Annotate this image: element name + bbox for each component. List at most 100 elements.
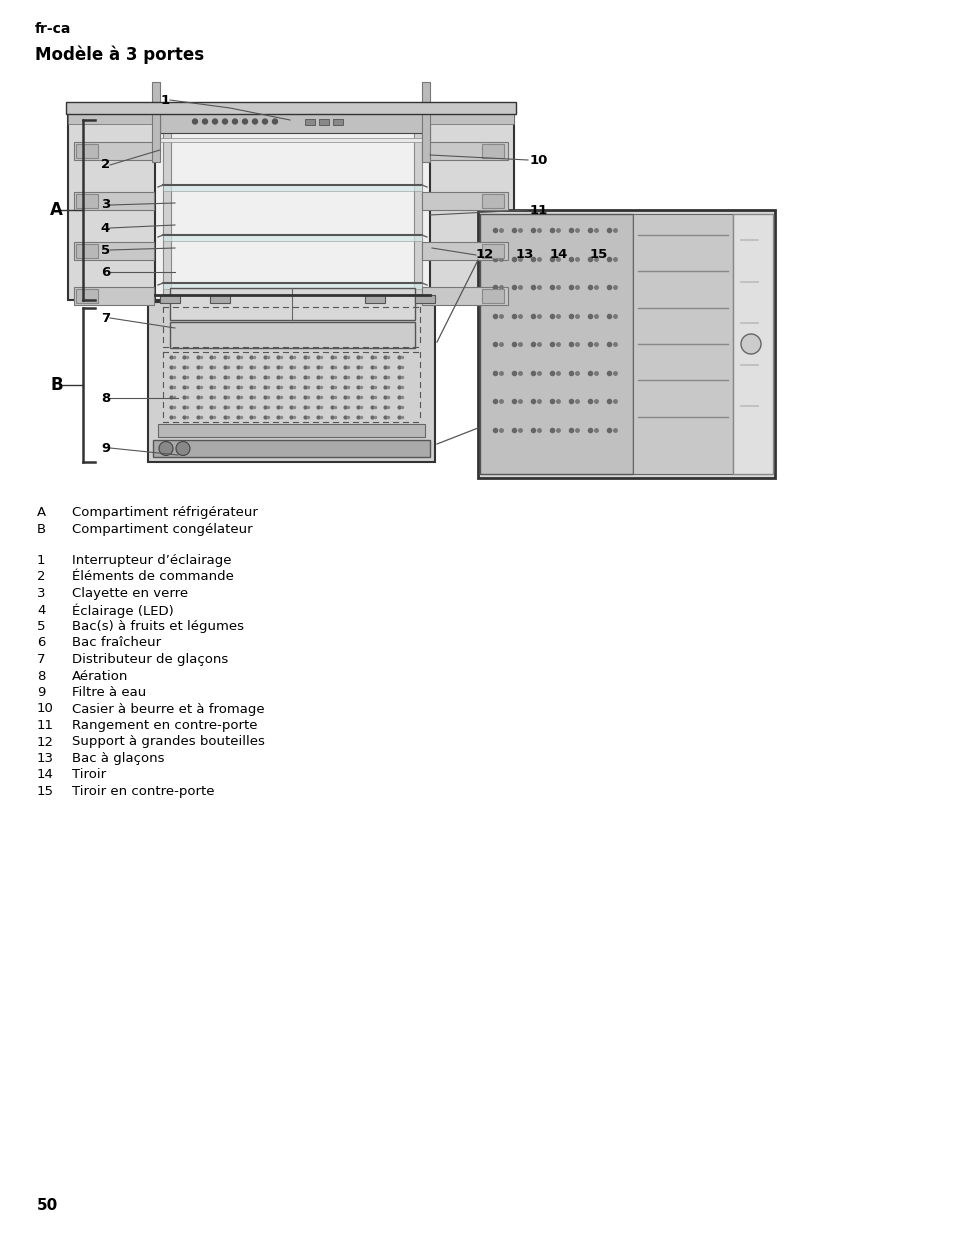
Bar	[74, 287, 153, 305]
Bar	[148, 303, 435, 462]
Text: 12: 12	[37, 736, 54, 748]
Text: 9: 9	[37, 685, 46, 699]
Bar	[481, 245, 503, 258]
Text: Tiroir en contre-porte: Tiroir en contre-porte	[71, 785, 214, 798]
Bar	[152, 440, 430, 457]
Text: B: B	[37, 522, 46, 536]
Bar	[154, 105, 430, 300]
Circle shape	[159, 441, 172, 456]
Text: 7: 7	[101, 311, 110, 325]
Text: 2: 2	[37, 571, 46, 583]
Circle shape	[222, 119, 227, 124]
Bar	[163, 235, 421, 241]
Text: Clayette en verre: Clayette en verre	[71, 587, 188, 600]
Circle shape	[740, 333, 760, 354]
Text: 6: 6	[101, 266, 110, 279]
Text: 6: 6	[37, 636, 46, 650]
Bar	[633, 214, 732, 474]
Bar	[74, 191, 153, 210]
Bar	[210, 295, 230, 303]
Bar	[160, 138, 424, 142]
Bar	[74, 242, 153, 261]
Bar	[481, 194, 503, 207]
Text: 14: 14	[37, 768, 53, 782]
Circle shape	[202, 119, 208, 124]
Circle shape	[253, 119, 257, 124]
Text: 11: 11	[530, 204, 548, 216]
Bar	[333, 119, 343, 125]
Bar	[419, 112, 514, 300]
Text: 10: 10	[530, 153, 548, 167]
Text: Distributeur de glaçons: Distributeur de glaçons	[71, 653, 228, 666]
Bar	[477, 210, 774, 478]
Text: 13: 13	[516, 248, 534, 262]
Bar	[481, 144, 503, 158]
Text: Support à grandes bouteilles: Support à grandes bouteilles	[71, 736, 265, 748]
Bar	[158, 424, 424, 437]
Bar	[421, 82, 430, 162]
Text: Interrupteur d’éclairage: Interrupteur d’éclairage	[71, 555, 232, 567]
Bar	[170, 288, 415, 320]
Bar	[421, 242, 507, 261]
Text: Aération: Aération	[71, 669, 129, 683]
Bar	[68, 112, 162, 300]
Circle shape	[175, 441, 190, 456]
Bar	[479, 214, 633, 474]
Circle shape	[193, 119, 197, 124]
Text: 15: 15	[589, 248, 608, 262]
Text: Tiroir: Tiroir	[71, 768, 106, 782]
Text: Rangement en contre-porte: Rangement en contre-porte	[71, 719, 257, 732]
Text: 11: 11	[37, 719, 54, 732]
Text: Bac fraîcheur: Bac fraîcheur	[71, 636, 161, 650]
Text: 5: 5	[37, 620, 46, 634]
Text: 13: 13	[37, 752, 54, 764]
Text: 50: 50	[37, 1198, 58, 1213]
Bar	[414, 107, 421, 295]
Text: Éclairage (LED): Éclairage (LED)	[71, 604, 173, 618]
Text: 15: 15	[37, 785, 54, 798]
Bar	[66, 103, 516, 114]
Bar	[152, 82, 160, 162]
Bar	[170, 322, 415, 348]
Text: Compartiment congélateur: Compartiment congélateur	[71, 522, 253, 536]
Circle shape	[273, 119, 277, 124]
Text: Éléments de commande: Éléments de commande	[71, 571, 233, 583]
Text: 7: 7	[37, 653, 46, 666]
Bar	[421, 191, 507, 210]
Text: 8: 8	[101, 391, 110, 405]
Text: B: B	[50, 375, 63, 394]
Text: Modèle à 3 portes: Modèle à 3 portes	[35, 44, 204, 63]
Circle shape	[233, 119, 237, 124]
Text: 3: 3	[101, 199, 110, 211]
Bar	[481, 289, 503, 303]
Bar	[732, 214, 772, 474]
Bar	[76, 144, 98, 158]
Bar	[318, 119, 329, 125]
Text: A: A	[50, 201, 63, 219]
Text: 1: 1	[161, 94, 170, 106]
Text: 8: 8	[37, 669, 46, 683]
Text: 14: 14	[550, 248, 568, 262]
Text: fr-ca: fr-ca	[35, 22, 71, 36]
Bar	[305, 119, 314, 125]
Bar	[419, 112, 514, 124]
Circle shape	[262, 119, 267, 124]
Bar	[365, 295, 385, 303]
Text: 1: 1	[37, 555, 46, 567]
Bar	[160, 295, 180, 303]
Text: 2: 2	[101, 158, 110, 172]
Bar	[163, 107, 171, 295]
Text: 10: 10	[37, 703, 53, 715]
Text: Filtre à eau: Filtre à eau	[71, 685, 146, 699]
Bar	[68, 112, 162, 124]
Text: Casier à beurre et à fromage: Casier à beurre et à fromage	[71, 703, 264, 715]
Bar	[163, 283, 421, 289]
Bar	[74, 142, 153, 161]
Text: Bac(s) à fruits et légumes: Bac(s) à fruits et légumes	[71, 620, 244, 634]
Text: Compartiment réfrigérateur: Compartiment réfrigérateur	[71, 506, 257, 519]
Bar	[421, 287, 507, 305]
Bar	[415, 295, 435, 303]
Bar	[76, 245, 98, 258]
Text: 9: 9	[101, 441, 110, 454]
Bar	[76, 194, 98, 207]
